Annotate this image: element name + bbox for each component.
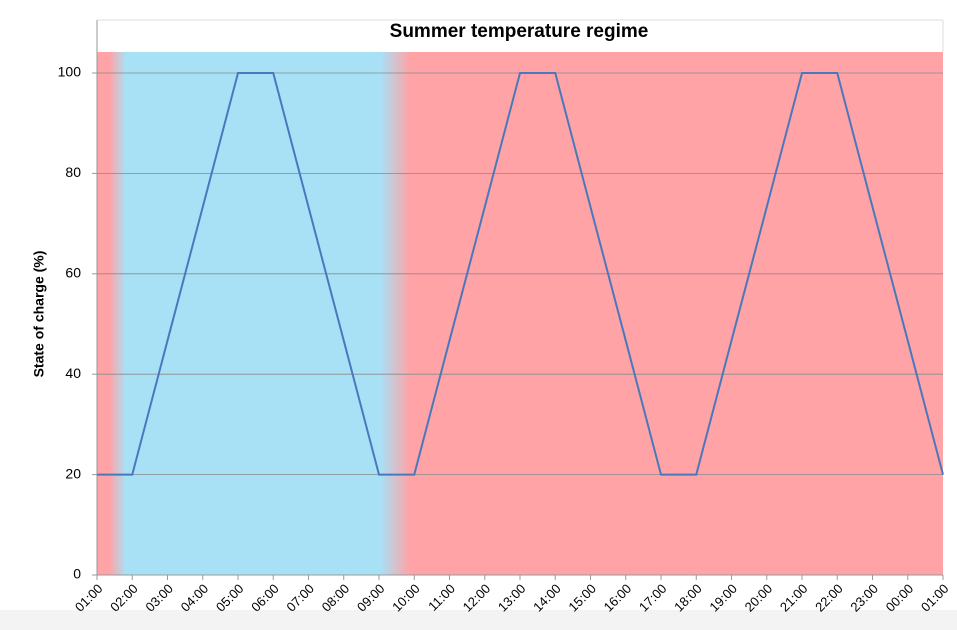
x-tick-label: 17:00 — [636, 581, 670, 615]
x-tick-label: 15:00 — [565, 581, 599, 615]
y-tick-label: 40 — [65, 365, 81, 381]
x-tick-label: 06:00 — [248, 581, 282, 615]
x-tick-label: 21:00 — [777, 581, 811, 615]
y-tick-label: 0 — [73, 566, 81, 582]
y-tick-label: 60 — [65, 265, 81, 281]
y-tick-label: 20 — [65, 465, 81, 481]
y-axis-label: State of charge (%) — [31, 251, 47, 378]
x-tick-label: 04:00 — [178, 581, 212, 615]
x-tick-label: 01:00 — [918, 581, 952, 615]
x-tick-label: 03:00 — [142, 581, 176, 615]
x-tick-label: 23:00 — [847, 581, 881, 615]
x-tick-label: 02:00 — [107, 581, 141, 615]
x-tick-label: 00:00 — [883, 581, 917, 615]
x-tick-label: 05:00 — [213, 581, 247, 615]
y-tick-label: 80 — [65, 164, 81, 180]
x-tick-label: 18:00 — [671, 581, 705, 615]
x-tick-label: 11:00 — [425, 581, 458, 614]
x-tick-label: 22:00 — [812, 581, 846, 615]
x-tick-label: 09:00 — [354, 581, 388, 615]
x-tick-label: 13:00 — [495, 581, 529, 615]
regime-background — [97, 52, 943, 575]
x-tick-label: 08:00 — [319, 581, 353, 615]
x-tick-label: 20:00 — [742, 581, 776, 615]
x-tick-label: 12:00 — [460, 581, 494, 615]
x-tick-label: 16:00 — [601, 581, 635, 615]
bottom-strip — [0, 610, 957, 630]
x-tick-label: 07:00 — [283, 581, 317, 615]
x-tick-label: 10:00 — [389, 581, 423, 615]
chart-title: Summer temperature regime — [390, 21, 649, 42]
y-tick-label: 100 — [58, 64, 82, 80]
x-tick-label: 01:00 — [72, 581, 106, 615]
x-tick-label: 19:00 — [706, 581, 740, 615]
line — [97, 72, 944, 476]
x-tick-label: 14:00 — [530, 581, 564, 615]
